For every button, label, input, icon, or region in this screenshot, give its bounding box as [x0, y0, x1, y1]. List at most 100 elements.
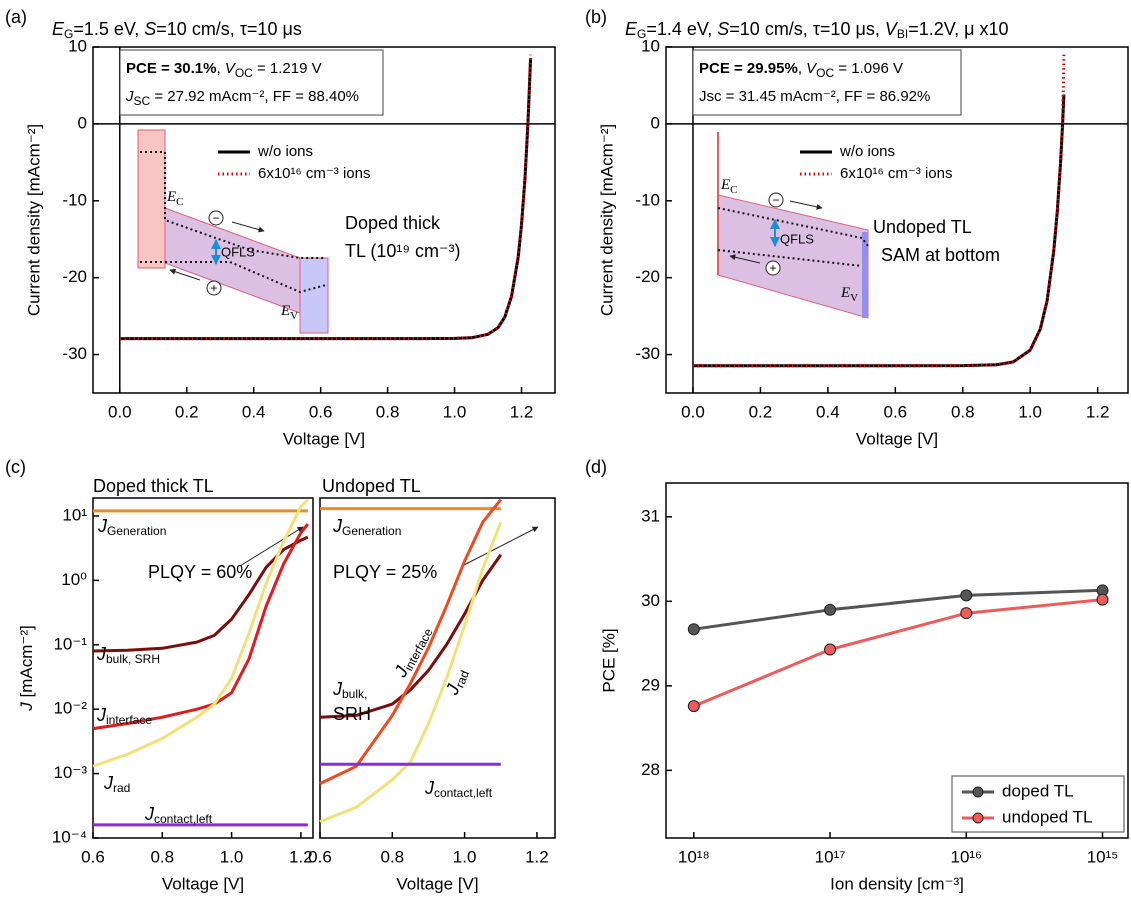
inset-label: EV: [840, 285, 858, 303]
data-line: [92, 498, 309, 768]
data-line: [92, 523, 309, 731]
legend-label: w/o ions: [257, 143, 313, 160]
chart-title-part: =10 cm/s, τ=10 μs: [156, 19, 302, 39]
chart-title-part: V: [885, 19, 899, 39]
y-axis-title: Current density [mAcm⁻²]: [597, 124, 616, 316]
chart-title-part: =1.5 eV,: [73, 19, 144, 39]
series-label-part: J: [144, 804, 155, 824]
inset-b: QFLS − + EC EV: [717, 132, 964, 319]
x-tick-label: 0.0: [108, 402, 132, 421]
info-text: PCE = 29.95%, VOC = 1.096 V: [699, 60, 903, 80]
chart-title-part: S: [717, 19, 729, 39]
chart-title-part: G: [64, 27, 73, 41]
series-label-part: J: [97, 516, 108, 536]
y-tick-label: -10: [62, 190, 87, 209]
inset-a: QFLS − + EC EV: [137, 129, 362, 334]
info-text-part: PCE = 30.1%: [126, 60, 216, 77]
info-text-part: OC: [235, 66, 253, 80]
plot-frame: [92, 497, 314, 839]
series-label-part: SRH: [333, 704, 371, 724]
info-text-part: = 27.92 mAcm⁻², FF = 88.40%: [150, 88, 359, 105]
info-text-part: = 1.096 V: [834, 60, 903, 77]
inset-label: QFLS: [780, 231, 814, 246]
x-tick-label: 0.8: [380, 847, 404, 866]
y-axis-title-part: [mAcm⁻²]: [17, 625, 36, 702]
series-label: Jinterface: [390, 622, 436, 682]
info-text-part: ,: [798, 60, 806, 77]
x-tick-label: 0.6: [309, 402, 333, 421]
x-tick-label: 0.8: [951, 402, 975, 421]
y-tick-label: 30: [641, 591, 660, 610]
panel-label: (c): [5, 457, 26, 477]
legend-label: w/o ions: [839, 143, 895, 160]
x-tick-label: 0.2: [749, 402, 773, 421]
series-label-part: J: [332, 516, 343, 536]
inset-label-part: E: [720, 177, 730, 193]
legend-marker: [972, 786, 984, 798]
x-tick-label: 10¹⁶: [950, 847, 982, 866]
chart-title-part: S: [144, 19, 156, 39]
y-axis-title: PCE [%]: [599, 628, 618, 692]
inset-charge: [765, 260, 781, 276]
plot-frame: [92, 46, 556, 394]
inset-label: EC: [720, 177, 738, 195]
chart-title-part: =10 cm/s, τ=10 μs,: [729, 19, 885, 39]
x-tick-label: 0.2: [175, 402, 199, 421]
inset-label-part: E: [840, 285, 850, 301]
x-tick-label: 1.2: [510, 402, 534, 421]
inset-charge: [208, 210, 224, 226]
annotation: Doped thick: [345, 213, 441, 233]
data-line: [119, 58, 533, 341]
x-tick-label: 1.0: [220, 847, 244, 866]
data-line: [693, 94, 1066, 368]
chart-title: Undoped TL: [322, 476, 421, 496]
data-point: [687, 623, 700, 636]
x-tick-label: 1.2: [289, 847, 313, 866]
inset-layer: [299, 257, 329, 334]
info-text-part: SC: [134, 94, 151, 108]
y-tick-label: -10: [635, 190, 660, 209]
x-tick-label: 0.8: [376, 402, 400, 421]
series-label-part: J: [96, 644, 107, 664]
series-label: Jbulk, SRH: [96, 644, 160, 666]
inset-label-part: C: [176, 196, 183, 208]
y-tick-label: 10⁰: [61, 570, 87, 589]
legend-label: doped TL: [1002, 781, 1074, 800]
data-line: [92, 535, 309, 653]
inset-label-part: E: [280, 303, 290, 319]
data-point: [824, 603, 837, 616]
inset-label: EC: [166, 189, 184, 207]
inset-arrow: [789, 200, 823, 210]
inset-label-part: V: [850, 292, 858, 304]
series-label-part: J: [332, 679, 343, 699]
y-tick-label: 0: [651, 113, 660, 132]
x-tick-label: 0.0: [681, 402, 705, 421]
data-point: [687, 700, 700, 713]
inset-arrow: [169, 268, 201, 281]
inset-level: [140, 261, 327, 294]
x-axis-title: Voltage [V]: [283, 429, 365, 448]
series-label-part: interface: [106, 713, 152, 727]
data-point: [824, 643, 837, 656]
inset-level: [140, 151, 326, 259]
info-text-part: ,: [216, 60, 224, 77]
y-tick-label: 10: [68, 36, 87, 55]
x-tick-label: 1.0: [453, 847, 477, 866]
chart-title: Doped thick TL: [93, 476, 214, 496]
plot-frame: [665, 46, 1129, 394]
x-tick-label: 0.6: [308, 847, 332, 866]
series-label-part: Generation: [107, 524, 166, 538]
series-label-part: rad: [453, 669, 472, 690]
inset-label: −: [212, 211, 219, 225]
panel-label: (d): [585, 457, 607, 477]
y-axis-title: Current density [mAcm⁻²]: [24, 124, 43, 316]
series-label-part: rad: [113, 781, 130, 795]
info-text-part: J: [125, 88, 134, 105]
inset-label: QFLS: [221, 244, 255, 259]
x-tick-label: 1.2: [1086, 402, 1110, 421]
info-text-part: OC: [816, 66, 834, 80]
x-axis-title: Voltage [V]: [856, 429, 938, 448]
annotation: PLQY = 60%: [148, 562, 252, 582]
x-tick-label: 0.4: [242, 402, 266, 421]
y-tick-label: 28: [641, 760, 660, 779]
